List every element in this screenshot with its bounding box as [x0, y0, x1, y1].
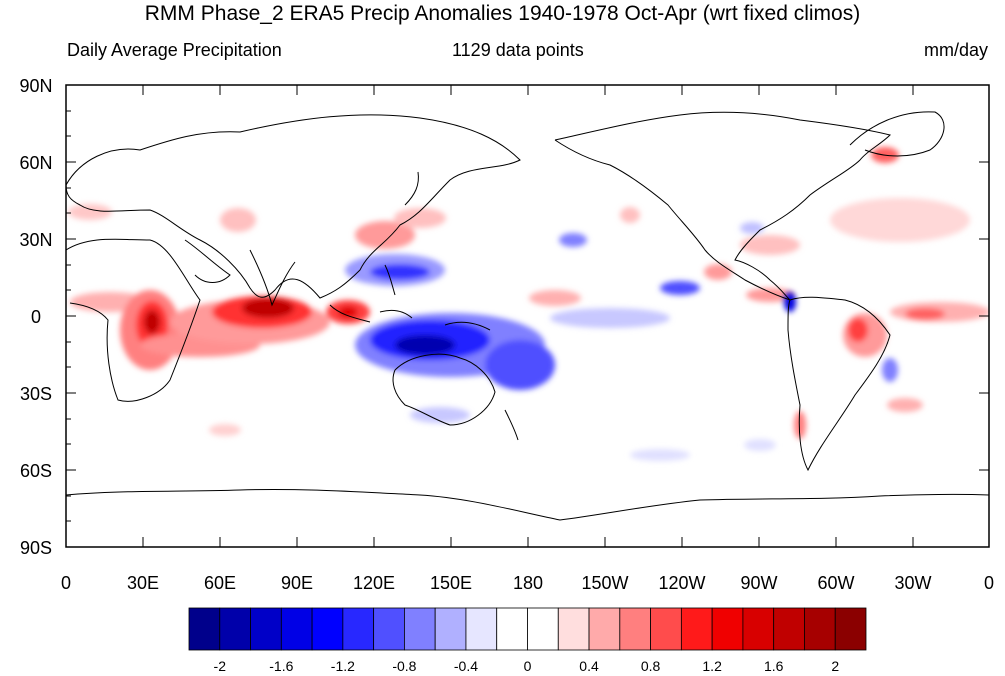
lat-label: 0 — [31, 307, 41, 327]
lon-label: 90W — [740, 573, 777, 593]
colorbar-label: 0.4 — [579, 658, 599, 674]
anomaly-field — [66, 85, 989, 547]
colorbar-swatch — [342, 607, 375, 651]
lat-ticks — [66, 84, 989, 548]
colorbar-label: -0.8 — [392, 658, 416, 674]
colorbar-swatch — [311, 607, 344, 651]
colorbar-swatch — [496, 607, 528, 651]
lon-label: 90E — [281, 573, 313, 593]
lon-labels: 0 30E 60E 90E 120E 150E 180 150W 120W 90… — [61, 573, 994, 593]
colorbar-swatch — [404, 607, 436, 651]
colorbar-swatch — [219, 607, 251, 651]
lat-labels: 90N 60N 30N 0 30S 60S 90S — [19, 76, 52, 558]
colorbar: -2 -1.6 -1.2 -0.8 -0.4 0 0.4 0.8 1.2 1.6 2 — [188, 607, 867, 674]
colorbar-swatch — [711, 607, 744, 651]
units-label: mm/day — [923, 40, 988, 60]
colorbar-label: 1.6 — [764, 658, 784, 674]
colorbar-swatch — [434, 607, 467, 651]
lon-ticks — [65, 85, 990, 547]
lon-label: 0 — [61, 573, 71, 593]
colorbar-swatch — [527, 607, 559, 651]
colorbar-swatch — [188, 607, 221, 651]
colorbar-swatch — [742, 607, 775, 651]
data-count-label: 1129 data points — [452, 40, 584, 60]
plot-title: RMM Phase_2 ERA5 Precip Anomalies 1940-1… — [144, 2, 861, 25]
lon-label: 30W — [894, 573, 931, 593]
lat-label: 90S — [20, 538, 52, 558]
lat-label: 30S — [20, 384, 52, 404]
colorbar-swatch — [650, 607, 682, 651]
colorbar-swatch — [373, 607, 405, 651]
colorbar-label: -1.6 — [269, 658, 293, 674]
coastlines — [66, 111, 989, 521]
colorbar-swatch — [619, 607, 651, 651]
lat-label: 60S — [20, 461, 52, 481]
colorbar-swatch — [773, 607, 805, 651]
lat-label: 90N — [19, 76, 52, 96]
lon-label: 120W — [658, 573, 705, 593]
colorbar-label: 0 — [524, 658, 532, 674]
lon-label: 150E — [430, 573, 472, 593]
colorbar-label: 2 — [831, 658, 839, 674]
lon-label: 60W — [817, 573, 854, 593]
lon-label: 60E — [204, 573, 236, 593]
lon-label: 150W — [581, 573, 628, 593]
colorbar-label: -1.2 — [331, 658, 355, 674]
lon-label: 180 — [513, 573, 543, 593]
variable-label: Daily Average Precipitation — [67, 40, 282, 60]
colorbar-swatch — [834, 607, 867, 651]
colorbar-swatch — [680, 607, 713, 651]
colorbar-swatch — [465, 607, 498, 651]
colorbar-label: -2 — [214, 658, 227, 674]
colorbar-swatch — [250, 607, 282, 651]
lon-label: 120E — [353, 573, 395, 593]
colorbar-label: 0.8 — [641, 658, 661, 674]
colorbar-label: -0.4 — [454, 658, 478, 674]
lon-label: 30E — [127, 573, 159, 593]
colorbar-label: 1.2 — [702, 658, 722, 674]
lat-label: 30N — [19, 230, 52, 250]
colorbar-swatch — [588, 607, 621, 651]
lon-label: 0 — [984, 573, 994, 593]
lat-label: 60N — [19, 153, 52, 173]
colorbar-swatch — [557, 607, 590, 651]
colorbar-swatch — [804, 607, 836, 651]
colorbar-swatch — [280, 607, 313, 651]
